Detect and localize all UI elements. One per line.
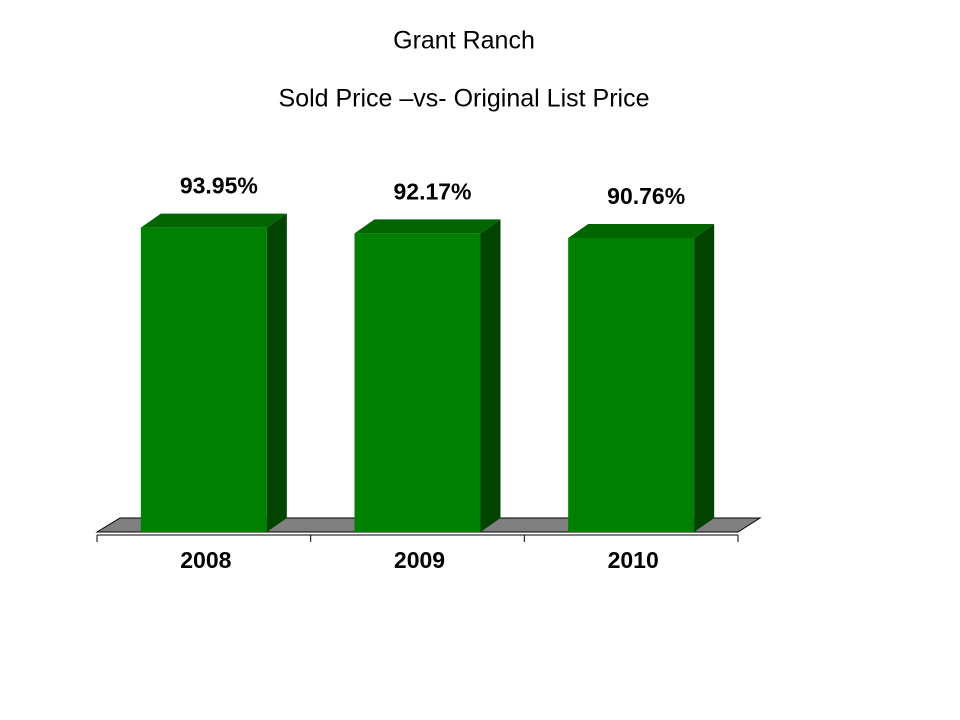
chart-title: Grant Ranch <box>393 27 535 55</box>
bar <box>354 219 501 532</box>
bar-side <box>480 219 501 532</box>
chart-subtitle: Sold Price –vs- Original List Price <box>279 85 650 113</box>
bar <box>568 223 715 532</box>
value-label: 92.17% <box>393 178 471 204</box>
bar-front <box>140 227 267 533</box>
value-label: 93.95% <box>180 173 258 199</box>
bar <box>140 213 287 533</box>
bar-top <box>140 213 287 228</box>
x-tick-label: 2010 <box>608 547 659 573</box>
bar-top <box>354 219 501 234</box>
bar-front <box>354 233 481 532</box>
bar-front <box>568 237 695 532</box>
x-tick-label: 2008 <box>180 547 231 573</box>
x-tick-label: 2009 <box>394 547 445 573</box>
value-label: 90.76% <box>607 183 685 209</box>
bar-top <box>568 223 715 238</box>
bar-side <box>694 223 715 532</box>
bar-side <box>266 213 287 533</box>
